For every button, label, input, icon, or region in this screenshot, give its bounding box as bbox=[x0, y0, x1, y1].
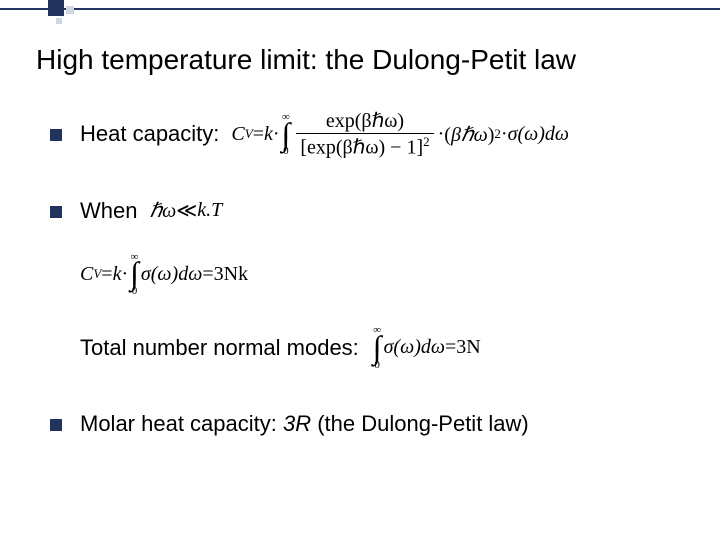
decor-square-2 bbox=[66, 6, 74, 14]
cv-result-formula-row: CV = k · ∞ ∫ 0 σ(ω) dω = 3Nk bbox=[80, 253, 690, 296]
slide-title: High temperature limit: the Dulong-Petit… bbox=[36, 44, 576, 76]
when-label: When bbox=[80, 198, 137, 224]
heat-capacity-label: Heat capacity: bbox=[80, 121, 219, 147]
cv-result-formula: CV = k · ∞ ∫ 0 σ(ω) dω = 3Nk bbox=[80, 253, 248, 296]
when-condition: ℏω ≪ k.T bbox=[149, 198, 222, 223]
decor-square-3 bbox=[56, 18, 62, 24]
molar-label: Molar heat capacity: 3R (the Dulong-Peti… bbox=[80, 411, 529, 437]
molar-value: 3R bbox=[283, 411, 311, 436]
bullet-icon bbox=[50, 129, 62, 141]
molar-suffix: (the Dulong-Petit law) bbox=[311, 411, 529, 436]
bullet-icon bbox=[50, 206, 62, 218]
total-modes-row: Total number normal modes: ∞ ∫ 0 σ(ω) dω… bbox=[80, 324, 690, 372]
bullet-heat-capacity: Heat capacity: CV = k · ∞ ∫ 0 exp(βℏω) [… bbox=[50, 110, 690, 159]
bullet-icon bbox=[50, 419, 62, 431]
slide: High temperature limit: the Dulong-Petit… bbox=[0, 0, 720, 540]
slide-header-decor bbox=[0, 0, 720, 26]
cv-formula: CV = k · ∞ ∫ 0 exp(βℏω) [exp(βℏω) − 1]2 … bbox=[231, 110, 569, 159]
total-modes-label: Total number normal modes: bbox=[80, 335, 359, 361]
molar-prefix: Molar heat capacity: bbox=[80, 411, 283, 436]
slide-content: Heat capacity: CV = k · ∞ ∫ 0 exp(βℏω) [… bbox=[50, 110, 690, 476]
header-rule bbox=[0, 8, 720, 10]
modes-formula: ∞ ∫ 0 σ(ω) dω = 3N bbox=[371, 326, 481, 369]
decor-square-1 bbox=[48, 0, 64, 16]
bullet-when: When ℏω ≪ k.T bbox=[50, 187, 690, 235]
bullet-molar: Molar heat capacity: 3R (the Dulong-Peti… bbox=[50, 400, 690, 448]
